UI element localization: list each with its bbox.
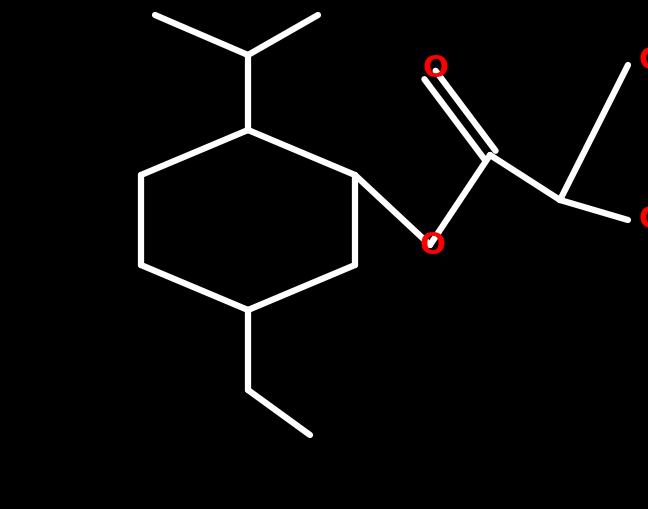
Text: OH: OH	[638, 206, 648, 235]
Text: O: O	[419, 231, 445, 260]
Text: O: O	[422, 53, 448, 82]
Text: OH: OH	[638, 45, 648, 74]
